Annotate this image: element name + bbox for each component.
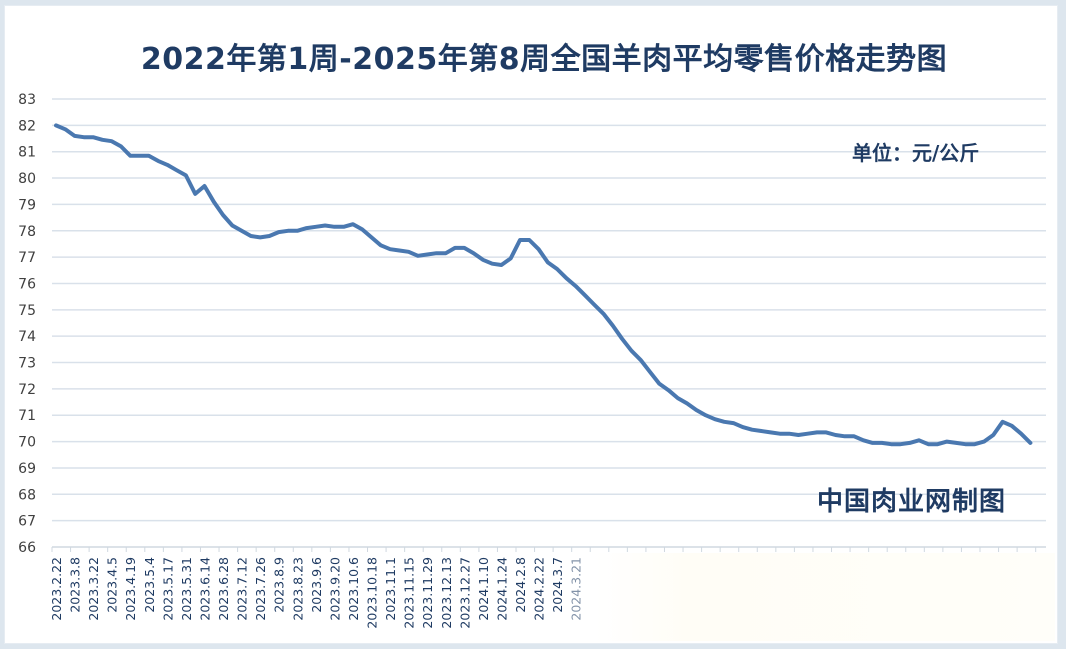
y-tick-label: 72	[18, 382, 36, 398]
grid-lines	[52, 98, 1046, 548]
x-tick-label: 2024.2.8	[513, 557, 528, 613]
x-tick-label: 2023.11.15	[402, 557, 417, 629]
x-tick-label: 2023.8.9	[272, 557, 287, 613]
x-tick-label: 2023.12.13	[439, 557, 454, 629]
price-series-line	[54, 123, 1033, 447]
x-tick-label: 2023.3.22	[86, 557, 101, 621]
y-tick-label: 69	[18, 461, 36, 477]
y-tick-label: 80	[18, 171, 36, 187]
x-tick-label: 2023.6.28	[216, 557, 231, 621]
x-tick-label: 2023.5.31	[179, 557, 194, 621]
x-tick-label: 2023.10.6	[346, 557, 361, 621]
y-axis-labels: 66 67 68 69 70 71 72 73 74 75 76 77 78 79 80 81 82 83	[18, 92, 36, 556]
chart-title: 2022年第1周-2025年第8周全国羊肉平均零售价格走势图	[140, 42, 948, 77]
y-tick-label: 76	[18, 276, 36, 292]
x-tick-label: 2023.3.8	[68, 557, 83, 613]
x-tick-label: 2023.10.18	[365, 557, 380, 629]
chart-frame	[4, 5, 1058, 644]
x-tick-label: 2023.5.17	[160, 557, 175, 621]
x-tick-label: 2023.9.6	[309, 557, 324, 613]
y-tick-label: 78	[18, 224, 36, 240]
y-tick-label: 70	[18, 435, 36, 451]
y-tick-label: 77	[18, 250, 36, 266]
x-tick-label: 2023.5.4	[142, 557, 157, 613]
y-tick-label: 83	[18, 92, 36, 108]
x-axis: 2023.2.22 2023.3.8 2023.3.22 2023.4.5 2023.4…	[49, 547, 1037, 629]
x-tick-label: 2023.11.29	[420, 557, 435, 629]
y-tick-label: 79	[18, 197, 36, 213]
x-tick-label: 2024.2.22	[532, 557, 547, 621]
x-tick-label: 2024.3.7	[550, 557, 565, 613]
source-label: 中国肉业网制图	[817, 487, 1007, 517]
y-tick-label: 66	[18, 540, 36, 556]
x-tick-label: 2023.9.20	[327, 557, 342, 621]
y-tick-label: 71	[18, 408, 36, 424]
x-tick-label: 2023.12.27	[457, 557, 472, 629]
y-tick-label: 73	[18, 356, 36, 372]
x-tick-label: 2023.4.19	[123, 557, 138, 621]
x-tick-label: 2023.7.26	[253, 557, 268, 621]
x-tick-label: 2023.8.23	[290, 557, 305, 621]
x-tick-label: 2024.1.10	[476, 557, 491, 621]
x-tick-label: 2023.11.1	[383, 557, 398, 621]
y-tick-label: 74	[18, 329, 36, 345]
y-tick-label: 75	[18, 303, 36, 319]
y-tick-label: 67	[18, 514, 36, 530]
x-tick-label: 2024.1.24	[494, 557, 509, 621]
blurred-label-region	[595, 553, 1055, 641]
y-tick-label: 68	[18, 487, 36, 503]
x-tick-label: 2023.7.12	[235, 557, 250, 621]
x-tick-label: 2023.2.22	[49, 557, 64, 621]
x-tick-label: 2024.3.21	[569, 557, 584, 621]
x-tick-label: 2023.4.5	[105, 557, 120, 613]
x-tick-label: 2023.6.14	[197, 557, 212, 621]
y-tick-label: 82	[18, 118, 36, 134]
y-tick-label: 81	[18, 145, 36, 161]
unit-label: 单位：元/公斤	[852, 141, 980, 165]
